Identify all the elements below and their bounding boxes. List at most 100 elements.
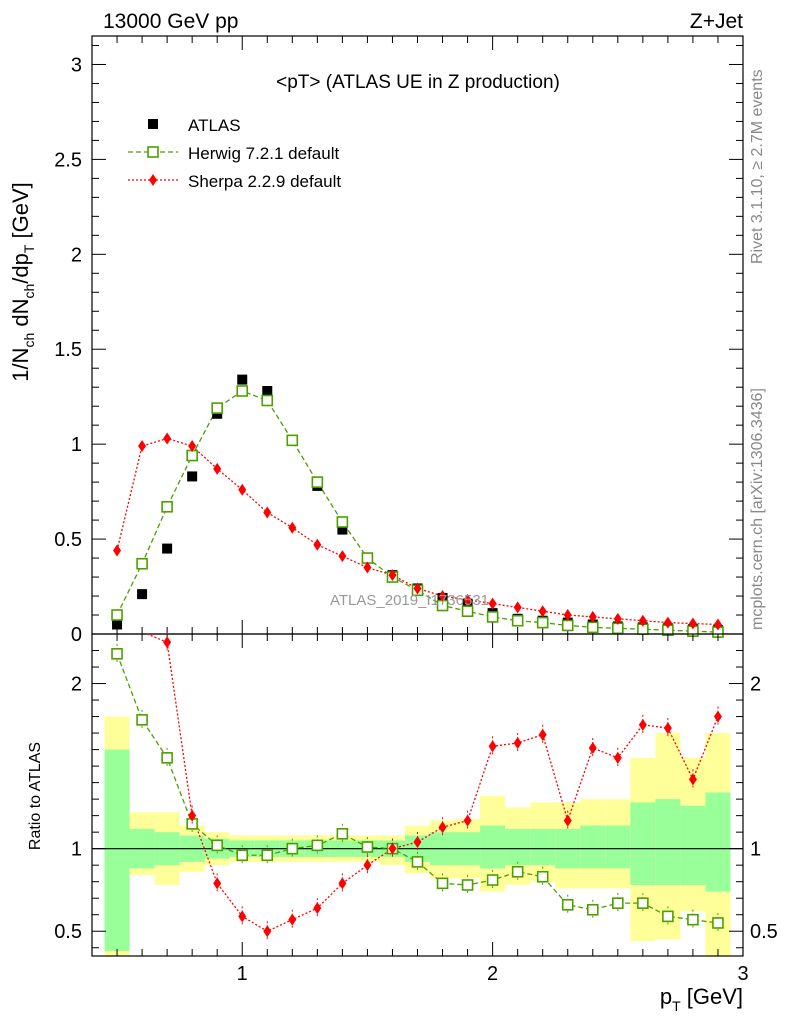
ratio-data-point [612, 897, 624, 909]
data-point [461, 605, 474, 618]
data-point [213, 462, 222, 475]
ratio-data-point [413, 836, 422, 849]
data-point [161, 501, 173, 513]
ratio-data-point [486, 874, 499, 886]
data-point [638, 614, 647, 627]
data-point [136, 557, 148, 570]
data-point [688, 617, 697, 630]
data-point [488, 597, 497, 610]
header-left-label: 13000 GeV pp [103, 10, 238, 33]
y-tick-label: 0 [71, 624, 82, 646]
ratio-data-point [236, 849, 249, 862]
y-tick-label-right: 2 [750, 674, 761, 696]
ratio-data-point [488, 740, 497, 753]
data-point [438, 590, 447, 603]
ratio-data-point [336, 828, 349, 840]
ratio-data-point [511, 865, 524, 878]
ratio-data-point [111, 648, 123, 660]
ratio-data-point [713, 710, 722, 723]
ratio-data-point [687, 913, 699, 926]
data-point [237, 374, 248, 385]
data-point [511, 614, 524, 627]
main-series-group [111, 374, 724, 638]
y-tick-label-right: 0.5 [750, 921, 778, 943]
data-point [288, 521, 297, 534]
data-point [187, 471, 198, 482]
y-tick-label: 2 [71, 674, 82, 696]
ratio-data-point [461, 879, 474, 891]
data-point [588, 610, 597, 623]
x-axis-title: pT [GeV] [660, 984, 743, 1014]
data-point [463, 593, 472, 606]
data-point [311, 476, 324, 488]
y-tick-label: 0.5 [54, 921, 82, 943]
ratio-inner-band-segment [580, 825, 606, 869]
ratio-data-point [561, 899, 574, 911]
ratio-data-point [238, 910, 247, 923]
x-tick-label: 3 [737, 963, 748, 985]
plot-title: <pT> (ATLAS UE in Z production) [276, 72, 560, 93]
ratio-inner-band-segment [104, 749, 130, 952]
data-point [663, 616, 672, 629]
y-tick-label: 0.5 [54, 529, 82, 551]
ratio-inner-band-segment [655, 799, 681, 885]
ratio-inner-band-segment [605, 825, 631, 869]
data-point [261, 394, 274, 407]
x-tick-label: 2 [487, 963, 498, 985]
data-point [388, 569, 397, 582]
data-point [586, 621, 599, 634]
data-point [513, 601, 522, 614]
ratio-data-point [436, 877, 449, 890]
y-tick-label: 2 [71, 244, 82, 266]
data-point [313, 538, 322, 551]
ratio-data-point [136, 714, 148, 726]
legend-entry: Herwig 7.2.1 default [188, 144, 339, 163]
data-point [211, 402, 223, 414]
ratio-series-line-offscale [146, 633, 168, 643]
watermark-label: ATLAS_2019_I1736531 [330, 592, 489, 609]
y-axis-title-main: 1/Nch dNch/dpT [GeV] [8, 182, 37, 382]
ratio-data-point [663, 722, 672, 735]
rivet-version-label: Rivet 3.1.10, ≥ 2.7M events [749, 69, 766, 264]
ratio-data-point [712, 917, 724, 929]
ratio-data-point [311, 839, 324, 852]
ratio-data-point [363, 859, 372, 872]
ratio-data-point [263, 925, 272, 938]
legend-marker [148, 119, 158, 129]
ratio-data-point [586, 903, 599, 916]
data-point [338, 550, 347, 563]
header-right-label: Z+Jet [690, 10, 743, 33]
ratio-inner-band-segment [530, 828, 556, 866]
data-point [613, 612, 622, 625]
data-point [536, 616, 549, 629]
data-point [563, 609, 572, 622]
data-point [538, 605, 547, 618]
legend-entry: Sherpa 2.2.9 default [188, 172, 341, 191]
data-point [486, 611, 499, 623]
ratio-data-point [463, 814, 472, 827]
ratio-inner-band-segment [480, 825, 506, 869]
ratio-data-point [513, 736, 522, 749]
ratio-data-point [338, 877, 347, 890]
data-point [336, 516, 349, 528]
data-point [138, 440, 147, 453]
ratio-data-point [563, 814, 572, 827]
mcplots-label: mcplots.cern.ch [arXiv:1306.3436] [749, 388, 766, 630]
ratio-data-point [288, 913, 297, 926]
main-panel: 0 0.5 1 1.5 2 2.5 3 <pT> (ATLAS UE in Z product… [54, 35, 744, 646]
ratio-data-point [536, 870, 549, 883]
data-point [238, 483, 247, 496]
ratio-data-point [438, 821, 447, 834]
y-axis-title-ratio: Ratio to ATLAS [27, 742, 44, 850]
ratio-data-point [388, 842, 397, 855]
ratio-panel: 1 2 30.5 0.51 12 2 [54, 632, 778, 985]
ratio-data-point [161, 752, 173, 764]
ratio-data-point [588, 741, 597, 754]
ratio-data-point [188, 809, 197, 822]
y-tick-label-right: 1 [750, 839, 761, 861]
ratio-data-point [261, 849, 274, 862]
ratio-data-point [613, 751, 622, 764]
ratio-inner-band-segment [680, 805, 706, 885]
data-point [337, 524, 348, 535]
